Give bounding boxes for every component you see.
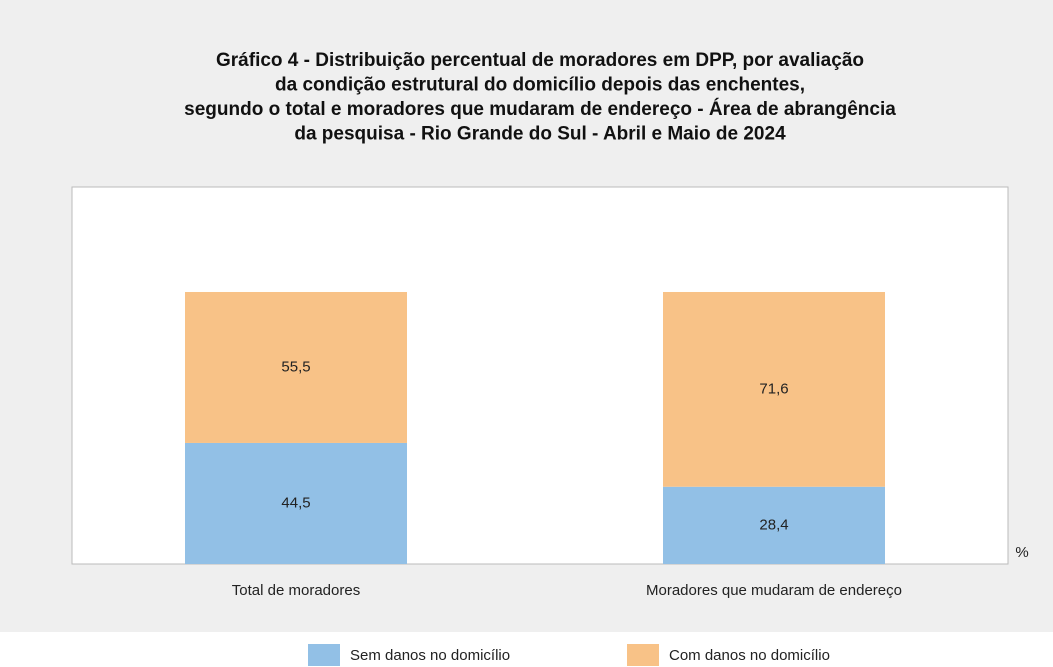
data-label: 71,6	[759, 380, 788, 397]
data-label: 28,4	[759, 516, 788, 533]
legend-label: Com danos no domicílio	[669, 647, 830, 664]
data-label: 44,5	[281, 494, 310, 511]
y-unit: %	[1015, 544, 1028, 561]
chart-title: da condição estrutural do domicílio depo…	[275, 75, 805, 96]
bar-segment	[663, 486, 885, 564]
chart-title: segundo o total e moradores que mudaram …	[184, 98, 896, 120]
x-tick-label: Total de moradores	[232, 582, 360, 599]
legend-swatch	[627, 644, 659, 666]
legend-swatch	[308, 644, 340, 666]
bar-segment	[185, 291, 407, 443]
legend-label: Sem danos no domicílio	[350, 647, 510, 664]
bar-segment	[185, 442, 407, 564]
data-label: 55,5	[281, 358, 310, 375]
x-tick-label: Moradores que mudaram de endereço	[646, 582, 902, 599]
bar-segment	[663, 291, 885, 487]
chart-title: da pesquisa - Rio Grande do Sul - Abril …	[294, 124, 786, 145]
chart-title: Gráfico 4 - Distribuição percentual de m…	[216, 50, 864, 71]
